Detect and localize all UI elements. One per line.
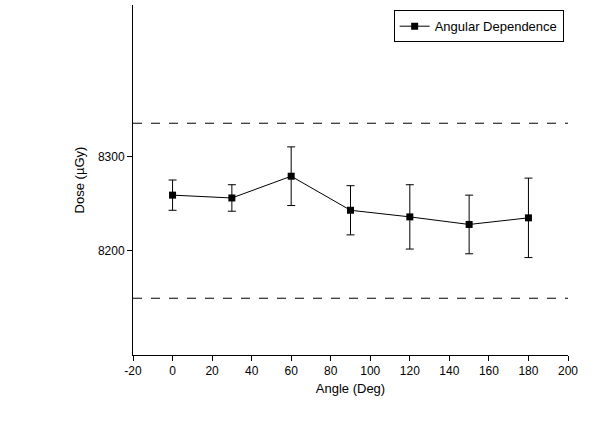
- svg-text:40: 40: [245, 364, 259, 378]
- svg-text:120: 120: [400, 364, 420, 378]
- svg-text:60: 60: [285, 364, 299, 378]
- svg-text:180: 180: [518, 364, 538, 378]
- svg-text:0: 0: [169, 364, 176, 378]
- svg-text:-20: -20: [124, 364, 142, 378]
- svg-text:Dose (µGy): Dose (µGy): [72, 147, 87, 214]
- svg-text:8200: 8200: [98, 244, 125, 258]
- svg-text:Angle (Deg): Angle (Deg): [316, 381, 385, 396]
- svg-text:200: 200: [558, 364, 578, 378]
- svg-text:Angular Dependence: Angular Dependence: [435, 19, 557, 34]
- svg-text:80: 80: [324, 364, 338, 378]
- svg-text:140: 140: [439, 364, 459, 378]
- svg-text:100: 100: [360, 364, 380, 378]
- svg-text:20: 20: [205, 364, 219, 378]
- svg-text:160: 160: [479, 364, 499, 378]
- svg-text:8300: 8300: [98, 150, 125, 164]
